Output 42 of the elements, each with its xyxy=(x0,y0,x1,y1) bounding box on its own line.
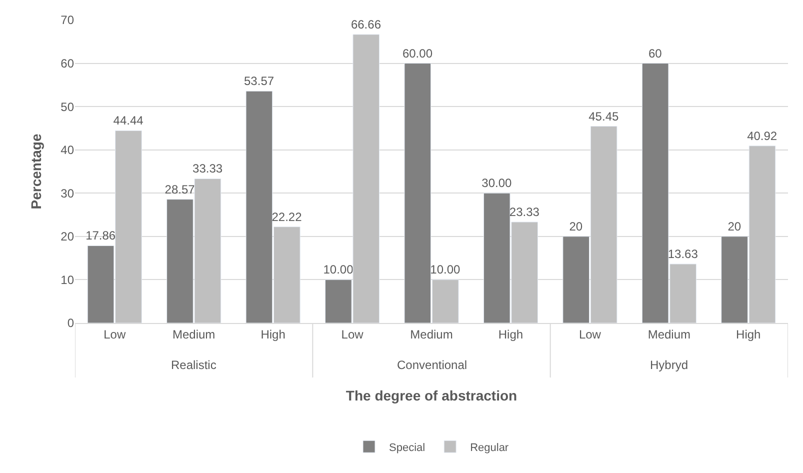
data-label: 60.00 xyxy=(402,46,433,60)
legend-label: Special xyxy=(389,442,426,454)
data-label: 66.66 xyxy=(350,17,382,32)
y-tick-label: 60 xyxy=(60,56,74,70)
y-tick-label: 70 xyxy=(60,13,74,28)
y-axis-title: Percentage xyxy=(28,134,44,210)
data-label: 53.57 xyxy=(244,74,274,88)
data-label: 22.22 xyxy=(272,210,302,224)
text: Conventional xyxy=(397,358,468,372)
data-label: 33.33 xyxy=(192,162,223,176)
x-tick-label: High xyxy=(260,327,286,342)
x-tick-label: Low xyxy=(341,327,364,342)
data-label: 30.00 xyxy=(482,176,512,190)
y-tick-label: 50 xyxy=(60,100,74,114)
y-tick-label: 30 xyxy=(60,186,74,200)
data-label: 45.45 xyxy=(588,109,619,124)
x-tick-label: Medium xyxy=(172,327,216,342)
data-label: 10.00 xyxy=(430,262,461,277)
data-label: 23.33 xyxy=(509,205,540,220)
data-label: 17.86 xyxy=(86,228,116,243)
y-tick-label: 10 xyxy=(60,272,74,287)
data-label: 60 xyxy=(648,46,662,60)
text: Hybryd xyxy=(650,358,688,372)
x-tick-label: High xyxy=(498,327,524,342)
data-label: 13.63 xyxy=(668,247,698,261)
data-label: 20 xyxy=(728,219,742,234)
data-label: 28.57 xyxy=(164,182,196,196)
x-tick-label: Medium xyxy=(410,327,453,342)
data-label: 40.92 xyxy=(747,128,778,143)
text: Realistic xyxy=(171,358,216,372)
x-tick-label: High xyxy=(736,327,761,342)
x-tick-label: Low xyxy=(104,327,126,342)
y-tick-label: 0 xyxy=(67,316,74,330)
y-tick-label: 20 xyxy=(60,230,74,244)
x-tick-label: Medium xyxy=(648,327,691,342)
legend-label: Regular xyxy=(470,442,509,454)
x-axis-title: The degree of abstraction xyxy=(346,388,518,404)
x-tick-label: Low xyxy=(578,327,602,342)
data-label: 44.44 xyxy=(113,114,144,128)
y-tick-label: 40 xyxy=(60,143,74,158)
data-label: 10.00 xyxy=(323,262,354,277)
data-label: 20 xyxy=(569,219,583,234)
